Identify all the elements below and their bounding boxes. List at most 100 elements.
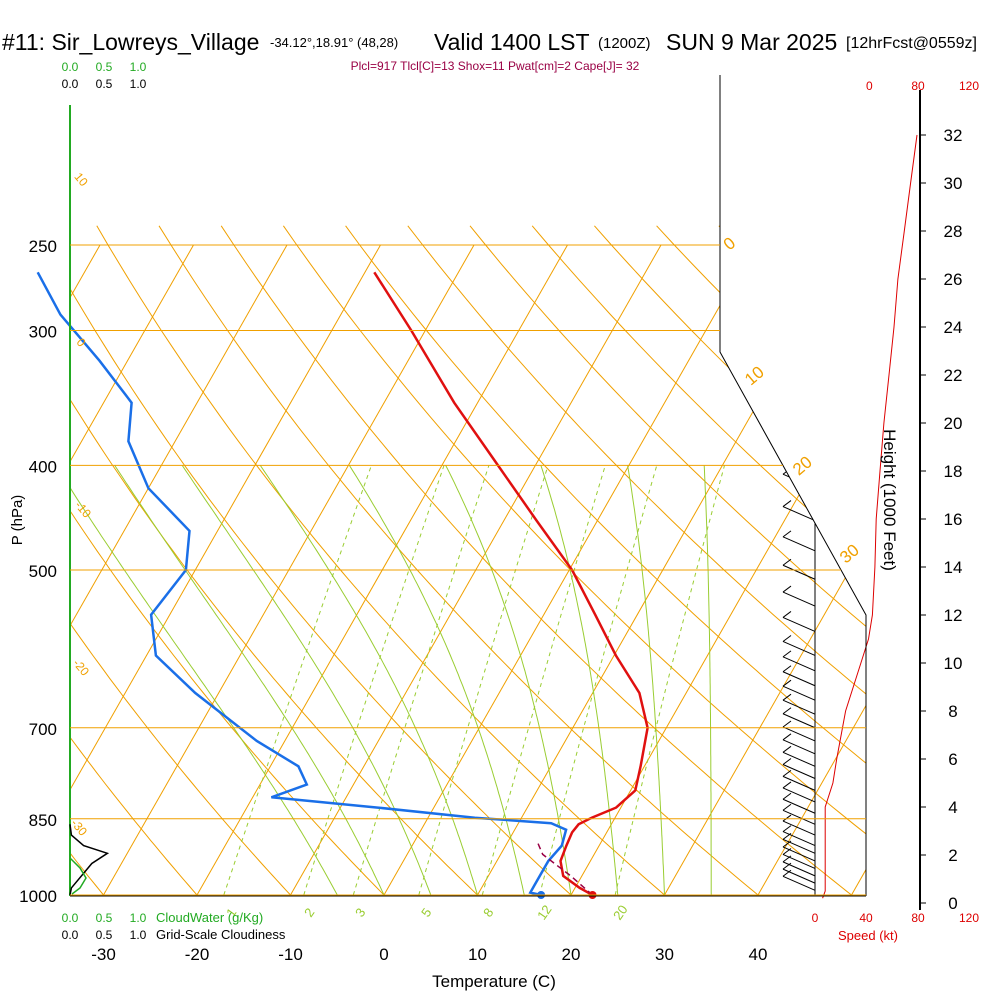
height-speed-panel: 0246810121416182022242628303204080120040… bbox=[812, 79, 980, 925]
pressure-tick-label: 500 bbox=[29, 562, 57, 581]
wind-barb-shaft bbox=[782, 699, 816, 715]
height-tick-label: 0 bbox=[948, 894, 957, 913]
wind-barb-flag bbox=[782, 693, 792, 701]
wind-barb-shaft bbox=[782, 656, 816, 672]
dry-adiabat-line bbox=[70, 736, 199, 896]
height-tick-label: 2 bbox=[948, 846, 957, 865]
wind-barb-flag bbox=[782, 707, 792, 715]
pressure-tick-label: 250 bbox=[29, 237, 57, 256]
wind-barb-shaft bbox=[782, 685, 816, 701]
speed-tick-bottom: 120 bbox=[959, 911, 979, 925]
wind-barb-shaft bbox=[782, 506, 816, 522]
wind-barb-flag bbox=[782, 869, 792, 877]
mixing-ratio-line bbox=[352, 465, 490, 896]
cloud-water-tick-bottom: 0.5 bbox=[96, 911, 113, 925]
wind-barb-shaft bbox=[782, 854, 816, 869]
wind-barb-flag bbox=[782, 769, 792, 777]
plot-mask bbox=[719, 75, 867, 896]
wind-barb-flag bbox=[782, 558, 792, 566]
forecast-cycle: [12hrFcst@0559z] bbox=[846, 35, 977, 52]
wind-barb-shaft bbox=[782, 671, 816, 687]
dry-adiabat-line bbox=[220, 225, 854, 896]
height-tick-label: 28 bbox=[944, 222, 963, 241]
wind-barb-shaft bbox=[782, 641, 816, 656]
utc-time: (1200Z) bbox=[598, 35, 651, 52]
wind-speed-profile bbox=[822, 134, 918, 899]
y-axis-title: P (hPa) bbox=[9, 495, 26, 546]
cloud-panel: 0.0 0.0 0.0 0.0 0.5 0.5 0.5 0.5 1.0 1.0 1.0 1.0 bbox=[62, 60, 147, 942]
cloudiness-profile bbox=[69, 824, 110, 896]
height-tick-label: 4 bbox=[948, 798, 957, 817]
dewpoint-profile bbox=[36, 271, 568, 897]
dry-adiabat-line bbox=[407, 225, 866, 695]
dry-adiabat-line bbox=[70, 622, 293, 896]
wind-barb-shaft bbox=[782, 838, 816, 854]
wind-barb-flag bbox=[782, 781, 792, 789]
height-tick-label: 10 bbox=[944, 654, 963, 673]
temperature-tick-label: -10 bbox=[278, 945, 303, 964]
height-tick-label: 22 bbox=[944, 366, 963, 385]
temperature-tick-label: 0 bbox=[379, 945, 388, 964]
wind-barb-flag bbox=[782, 814, 792, 822]
forecast-date: SUN 9 Mar 2025 bbox=[666, 29, 837, 55]
isotherm-line bbox=[70, 244, 194, 463]
wind-barb-shaft bbox=[782, 820, 816, 836]
dry-adiabat-line bbox=[70, 509, 386, 896]
wind-barb-shaft bbox=[782, 564, 816, 580]
cloudiness-tick-top: 0.0 bbox=[62, 77, 79, 91]
wind-barb-flag bbox=[782, 500, 792, 507]
wind-barb-shaft bbox=[782, 751, 816, 767]
dry-adiabat-line bbox=[469, 225, 866, 628]
height-tick-label: 24 bbox=[944, 318, 963, 337]
wind-barb-shaft bbox=[782, 726, 816, 742]
station-title: #11: Sir_Lowreys_Village bbox=[2, 29, 259, 55]
mixing-ratio-line bbox=[303, 465, 445, 896]
cloudiness-label: Grid-Scale Cloudiness bbox=[156, 927, 286, 942]
temperature-tick-label: 40 bbox=[749, 945, 768, 964]
pressure-tick-label: 400 bbox=[29, 457, 57, 476]
cloudiness-tick-bottom: 1.0 bbox=[130, 928, 147, 942]
temperature-tick-label: -20 bbox=[185, 945, 210, 964]
height-tick-label: 18 bbox=[944, 462, 963, 481]
speed-tick-top: 120 bbox=[959, 79, 979, 93]
parcel-profile bbox=[536, 840, 593, 896]
speed-tick-top: 80 bbox=[911, 79, 925, 93]
cloudiness-tick-bottom: 0.5 bbox=[96, 928, 113, 942]
sounding-profiles bbox=[36, 271, 649, 899]
dry-adiabat-line bbox=[158, 225, 760, 896]
mixing-ratio-label: 20 bbox=[610, 902, 631, 922]
pressure-tick-label: 850 bbox=[29, 811, 57, 830]
speed-axis-title: Speed (kt) bbox=[838, 928, 898, 943]
dry-adiabat-line bbox=[531, 225, 866, 561]
wind-barb-flag bbox=[782, 733, 792, 741]
wind-barb-flag bbox=[782, 635, 792, 642]
wind-barb-flag bbox=[782, 745, 792, 753]
wind-barb-flag bbox=[782, 862, 792, 870]
pressure-tick-label: 700 bbox=[29, 720, 57, 739]
height-tick-label: 12 bbox=[944, 606, 963, 625]
wind-barb-shaft bbox=[782, 875, 816, 891]
wind-barb-flag bbox=[782, 792, 792, 800]
isotherm-line bbox=[757, 704, 866, 896]
cloudiness-tick-top: 1.0 bbox=[130, 77, 147, 91]
cloud-water-tick-top: 0.0 bbox=[62, 60, 79, 74]
station-coords: -34.12°,18.91° (48,28) bbox=[270, 35, 398, 50]
mixing-ratio-line bbox=[614, 465, 725, 896]
wind-barb-shaft bbox=[782, 846, 816, 862]
temperature-tick-label: 10 bbox=[468, 945, 487, 964]
wind-barb-shaft bbox=[782, 861, 816, 877]
height-axis-title: Height (1000 Feet) bbox=[880, 429, 899, 571]
wind-barb-flag bbox=[782, 803, 792, 811]
height-tick-label: 30 bbox=[944, 174, 963, 193]
temperature-tick-label: 20 bbox=[562, 945, 581, 964]
upper-right-mask bbox=[720, 75, 866, 615]
speed-tick-bottom: 0 bbox=[812, 911, 819, 925]
wind-barb-flag bbox=[782, 825, 792, 832]
cloudiness-tick-bottom: 0.0 bbox=[62, 928, 79, 942]
pressure-tick-label: 300 bbox=[29, 322, 57, 341]
speed-tick-bottom: 40 bbox=[859, 911, 873, 925]
dry-adiabat-line bbox=[96, 225, 667, 896]
plot-boundary-line bbox=[719, 75, 867, 896]
wind-barb-flag bbox=[782, 720, 792, 728]
